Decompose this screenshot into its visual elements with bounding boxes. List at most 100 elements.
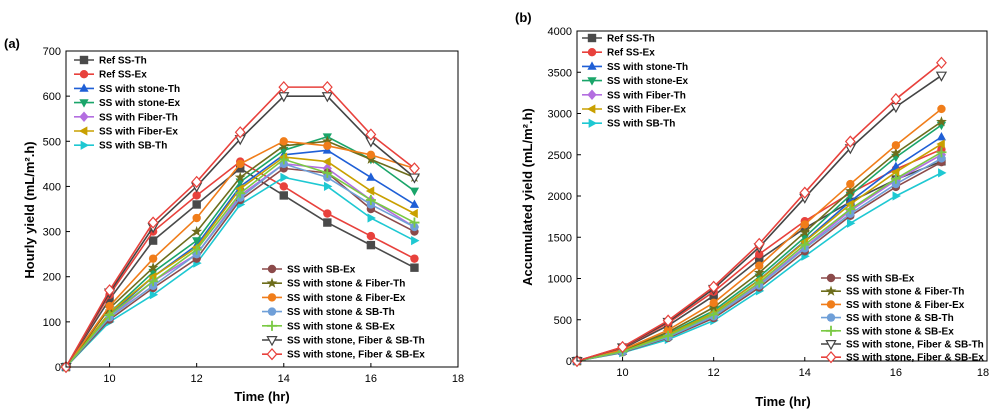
panel-b-data-point [891,161,901,171]
panel-a-data-point [411,235,420,246]
panel-a-legend-item-ss-with-stone-th: SS with stone-Th [74,83,180,95]
panel-a-data-point [323,218,332,227]
panel-b-x-tick-label: 18 [977,367,989,379]
panel-b-legend-label: SS with stone-Ex [607,76,689,87]
panel-a-data-point [234,126,246,139]
panel-a-y-tick-label: 300 [43,227,61,239]
panel-a-x-tick-label: 14 [278,373,290,385]
panel-b-y-tick-label: 1000 [548,274,572,286]
panel-b-legend-item-ref-ss-th: Ref SS-Th [582,34,655,45]
panel-a-legend-label: SS with stone & SB-Ex [287,321,395,332]
panel-a-data-point [280,172,289,183]
panel-a-legend-item-ss-with-stone-sb-th: SS with stone & SB-Th [262,307,395,318]
panel-b-data-point [937,154,946,163]
panel-a-x-tick-label: 12 [191,373,203,385]
panel-a-legend-item-ss-with-fiber-ex: SS with Fiber-Ex [74,126,178,138]
panel-a-data-point [365,186,375,196]
panel-a-ticks: 10 12 14 16 18 0 100 200 300 400 500 600 700 [43,46,464,385]
panel-a-hourly-yield: (a) Time (hr) Hourly yield (mL/m².h) 10 1… [4,36,464,404]
panel-a-y-axis-title: Hourly yield (mL/m².h) [22,141,37,278]
panel-a-data-point [321,80,333,94]
panel-b-legend-label: SS with stone-Th [607,62,688,73]
panel-a-data-point [191,225,203,237]
panel-a-legend-marker [266,277,278,288]
panel-b-data-point [891,141,901,150]
panel-a-data-point [279,182,288,191]
panel-b-data-point [755,255,764,264]
panel-a-data-point [192,237,202,246]
panel-a-y-tick-label: 400 [43,181,61,193]
panel-b-legend-label: SS with stone & Fiber-Ex [846,300,965,311]
panel-a-data-point [366,240,376,250]
panel-a-legend-label: SS with SB-Ex [287,265,356,276]
panel-b-data-point [753,237,765,251]
panel-a-data-point [366,150,376,160]
panel-b-legend-marker [826,300,836,309]
panel-b-series [571,56,948,368]
panel-b-legend-item-ss-with-stone-fiber-sb-ex: SS with stone, Fiber & SB-Ex [821,351,984,364]
panel-b-data-point [799,239,810,250]
panel-b-legend-marker [587,48,597,57]
panel-a-data-point [278,80,290,94]
panel-a-legend-marker [79,55,89,65]
panel-b-data-point [754,277,765,288]
panel-a-data-point [234,171,246,182]
panel-a-data-point [105,295,114,304]
panel-a-legend-item-ss-with-stone-fiber-th: SS with stone & Fiber-Th [262,277,405,290]
panel-b-data-point [800,220,809,229]
panel-a-data-point [192,191,201,200]
panel-a-data-point [322,167,333,178]
panel-b-series-ss-with-stone-fiber-sb-ex [571,56,947,368]
panel-b-legend-marker [826,313,836,322]
panel-a-data-point [409,208,418,219]
panel-b-legend-marker [587,89,597,101]
panel-a-legend-marker [267,264,277,274]
panel-a-data-point [148,254,158,263]
panel-b-ticks: 10 12 14 16 18 0 500 1000 1500 2000 2500 3000 3500 40… [548,26,990,379]
panel-b-data-point [799,226,811,237]
panel-b-legend-label: SS with stone & Fiber-Th [846,287,964,298]
panel-b-label: (b) [515,10,532,25]
panel-b-data-point [936,56,947,69]
panel-b-legend-marker [587,33,597,43]
panel-a-legend-label: SS with stone-Ex [99,98,181,109]
panel-b-legend-label: SS with stone & SB-Th [846,313,954,324]
panel-b-data-point [892,191,901,201]
panel-b-data-point [891,179,901,189]
panel-a-series-ss-with-stone-sb-ex [60,154,420,373]
panel-a-legend-label: SS with Fiber-Th [99,112,178,123]
panel-a-legend-label: Ref SS-Ex [99,70,147,81]
panel-b-legend-item-ss-with-stone-ex: SS with stone-Ex [582,76,689,87]
panel-b-x-tick-label: 10 [616,367,628,379]
panel-b-data-point [753,267,765,278]
panel-b-accumulated-yield: (b) Time (hr) Accumulated yield (mL/m².h… [515,10,989,409]
panel-a-data-point [366,172,376,181]
panel-a-data-point [279,137,288,146]
panel-a-legend-marker [79,70,89,79]
panel-b-x-tick-label: 12 [708,367,720,379]
panel-b-legend-label: SS with stone, Fiber & SB-Th [846,340,984,351]
panel-a-data-point [278,154,289,165]
panel-b-data-point [890,167,900,177]
panel-b-legend-marker [825,340,837,351]
panel-b-legend-marker [586,104,596,114]
panel-a-data-point [236,164,245,173]
panel-a-data-point [365,128,377,141]
panel-a-data-point [323,181,333,192]
panel-b-legend-label: SS with Fiber-Ex [607,105,686,116]
panel-a-legend-marker [267,307,277,316]
panel-a-legend-marker [266,336,278,347]
panel-b-data-point [663,325,673,335]
panel-b-data-point [890,147,902,158]
panel-a-data-point [104,310,115,321]
panel-b-legend-item-ss-with-fiber-ex: SS with Fiber-Ex [582,104,686,116]
panel-a-legend-label: SS with stone, Fiber & SB-Ex [287,350,425,361]
panel-a-legend-label: SS with Fiber-Ex [99,127,178,138]
panel-a-legend-item-ss-with-sb-th: SS with SB-Th [74,140,167,152]
panel-b-data-point [709,298,718,308]
panel-a-data-point [104,284,115,297]
panel-b-legend-marker [825,351,837,364]
panel-a-legend-marker [79,83,89,92]
panel-a-label: (a) [4,36,20,51]
panel-a-data-point [367,213,376,223]
